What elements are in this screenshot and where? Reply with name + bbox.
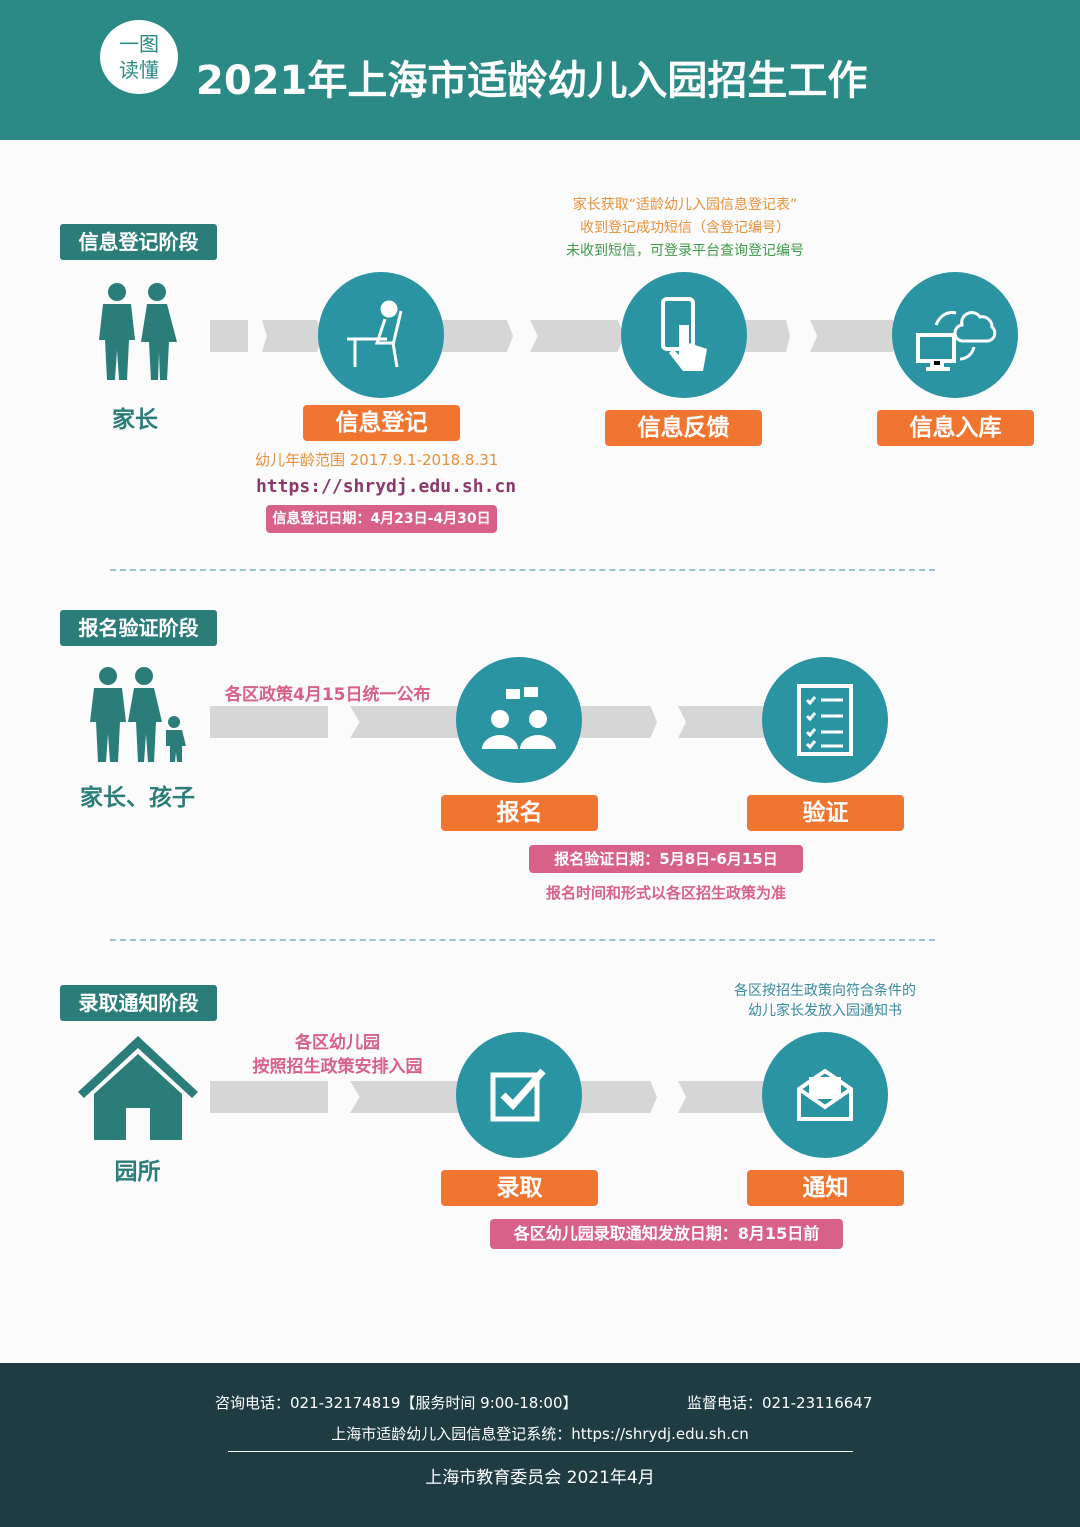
flow-arrow [438, 320, 513, 352]
step-admit: 录取 [441, 1170, 598, 1206]
family-icon [90, 667, 186, 762]
notice-note: 各区按招生政策向符合条件的 [734, 983, 916, 999]
step-registration: 信息登记 [303, 405, 460, 441]
flow-arrow [575, 706, 657, 738]
feedback-note: 收到登记成功短信（含登记编号） [580, 220, 790, 236]
flow-arrow [530, 320, 625, 352]
arrangement-note: 按照招生政策安排入园 [252, 1057, 423, 1077]
flow-arrow [740, 320, 790, 352]
supervision-phone: 监督电话：021-23116647 [687, 1394, 873, 1412]
computer-user-icon [318, 272, 444, 398]
envelope-icon [762, 1032, 888, 1158]
stage-label-admission: 录取通知阶段 [60, 985, 217, 1021]
actor-parent: 家长 [112, 407, 158, 433]
stage-label-enrollment: 报名验证阶段 [60, 610, 217, 646]
age-range: 幼儿年龄范围 2017.9.1-2018.8.31 [255, 451, 499, 469]
enrollment-date: 报名验证日期：5月8日-6月15日 [529, 845, 803, 873]
flow-arrow [678, 1081, 778, 1113]
actor-kindergarten: 园所 [114, 1159, 161, 1185]
step-storage: 信息入库 [877, 410, 1034, 446]
flow-arrow [678, 706, 778, 738]
badge-text: 一图读懂 [119, 32, 159, 82]
cloud-sync-icon [892, 272, 1018, 398]
registration-url[interactable]: https://shrydj.edu.sh.cn [256, 476, 517, 497]
stage-label-registration: 信息登记阶段 [60, 224, 217, 260]
arrangement-note: 各区幼儿园 [295, 1033, 380, 1053]
step-apply: 报名 [441, 795, 598, 831]
flow-arrow [262, 320, 322, 352]
parents-icon [99, 283, 177, 380]
step-feedback: 信息反馈 [605, 410, 762, 446]
actor-parent-child: 家长、孩子 [80, 785, 195, 811]
step-verify: 验证 [747, 795, 904, 831]
house-icon [78, 1036, 198, 1140]
issuer: 上海市教育委员会 2021年4月 [425, 1468, 655, 1488]
people-chat-icon [456, 657, 582, 783]
page-title: 2021年上海市适龄幼儿入园招生工作 [196, 58, 868, 104]
flow-bar [210, 706, 328, 738]
flow-bar [210, 1081, 328, 1113]
flow-arrow [810, 320, 900, 352]
checkbox-icon [456, 1032, 582, 1158]
step-notify: 通知 [747, 1170, 904, 1206]
flow-arrow [350, 706, 470, 738]
divider [110, 939, 935, 941]
checklist-icon [762, 657, 888, 783]
flow-arrow [350, 1081, 470, 1113]
notice-date: 各区幼儿园录取通知发放日期：8月15日前 [490, 1219, 843, 1249]
system-url[interactable]: 上海市适龄幼儿入园信息登记系统：https://shrydj.edu.sh.cn [331, 1425, 749, 1443]
hotline: 咨询电话：021-32174819【服务时间 9:00-18:00】 [215, 1394, 578, 1412]
divider [110, 569, 935, 571]
registration-date: 信息登记日期：4月23日-4月30日 [266, 505, 497, 533]
phone-tap-icon [621, 272, 747, 398]
footer-divider [228, 1451, 853, 1452]
feedback-note: 未收到短信，可登录平台查询登记编号 [566, 243, 804, 259]
flow-bar [210, 320, 248, 352]
policy-note: 各区政策4月15日统一公布 [225, 685, 431, 705]
feedback-note: 家长获取“适龄幼儿入园信息登记表” [572, 197, 798, 213]
notice-note: 幼儿家长发放入园通知书 [748, 1003, 902, 1019]
badge: 一图读懂 [100, 20, 178, 94]
enrollment-note: 报名时间和形式以各区招生政策为准 [545, 884, 786, 902]
flow-arrow [575, 1081, 657, 1113]
footer: 咨询电话：021-32174819【服务时间 9:00-18:00】 监督电话：… [0, 1363, 1080, 1527]
header-banner: 一图读懂 2021年上海市适龄幼儿入园招生工作 [0, 0, 1080, 140]
